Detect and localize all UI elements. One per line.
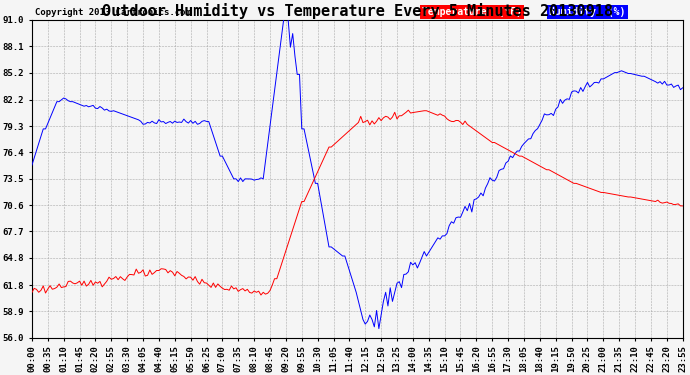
Text: Temperature  (°F): Temperature (°F) [422, 7, 522, 17]
Text: Humidity  (%): Humidity (%) [549, 7, 626, 17]
Title: Outdoor Humidity vs Temperature Every 5 Minutes 20130918: Outdoor Humidity vs Temperature Every 5 … [102, 3, 613, 19]
Text: Copyright 2013 Cartronics.com: Copyright 2013 Cartronics.com [35, 8, 191, 17]
